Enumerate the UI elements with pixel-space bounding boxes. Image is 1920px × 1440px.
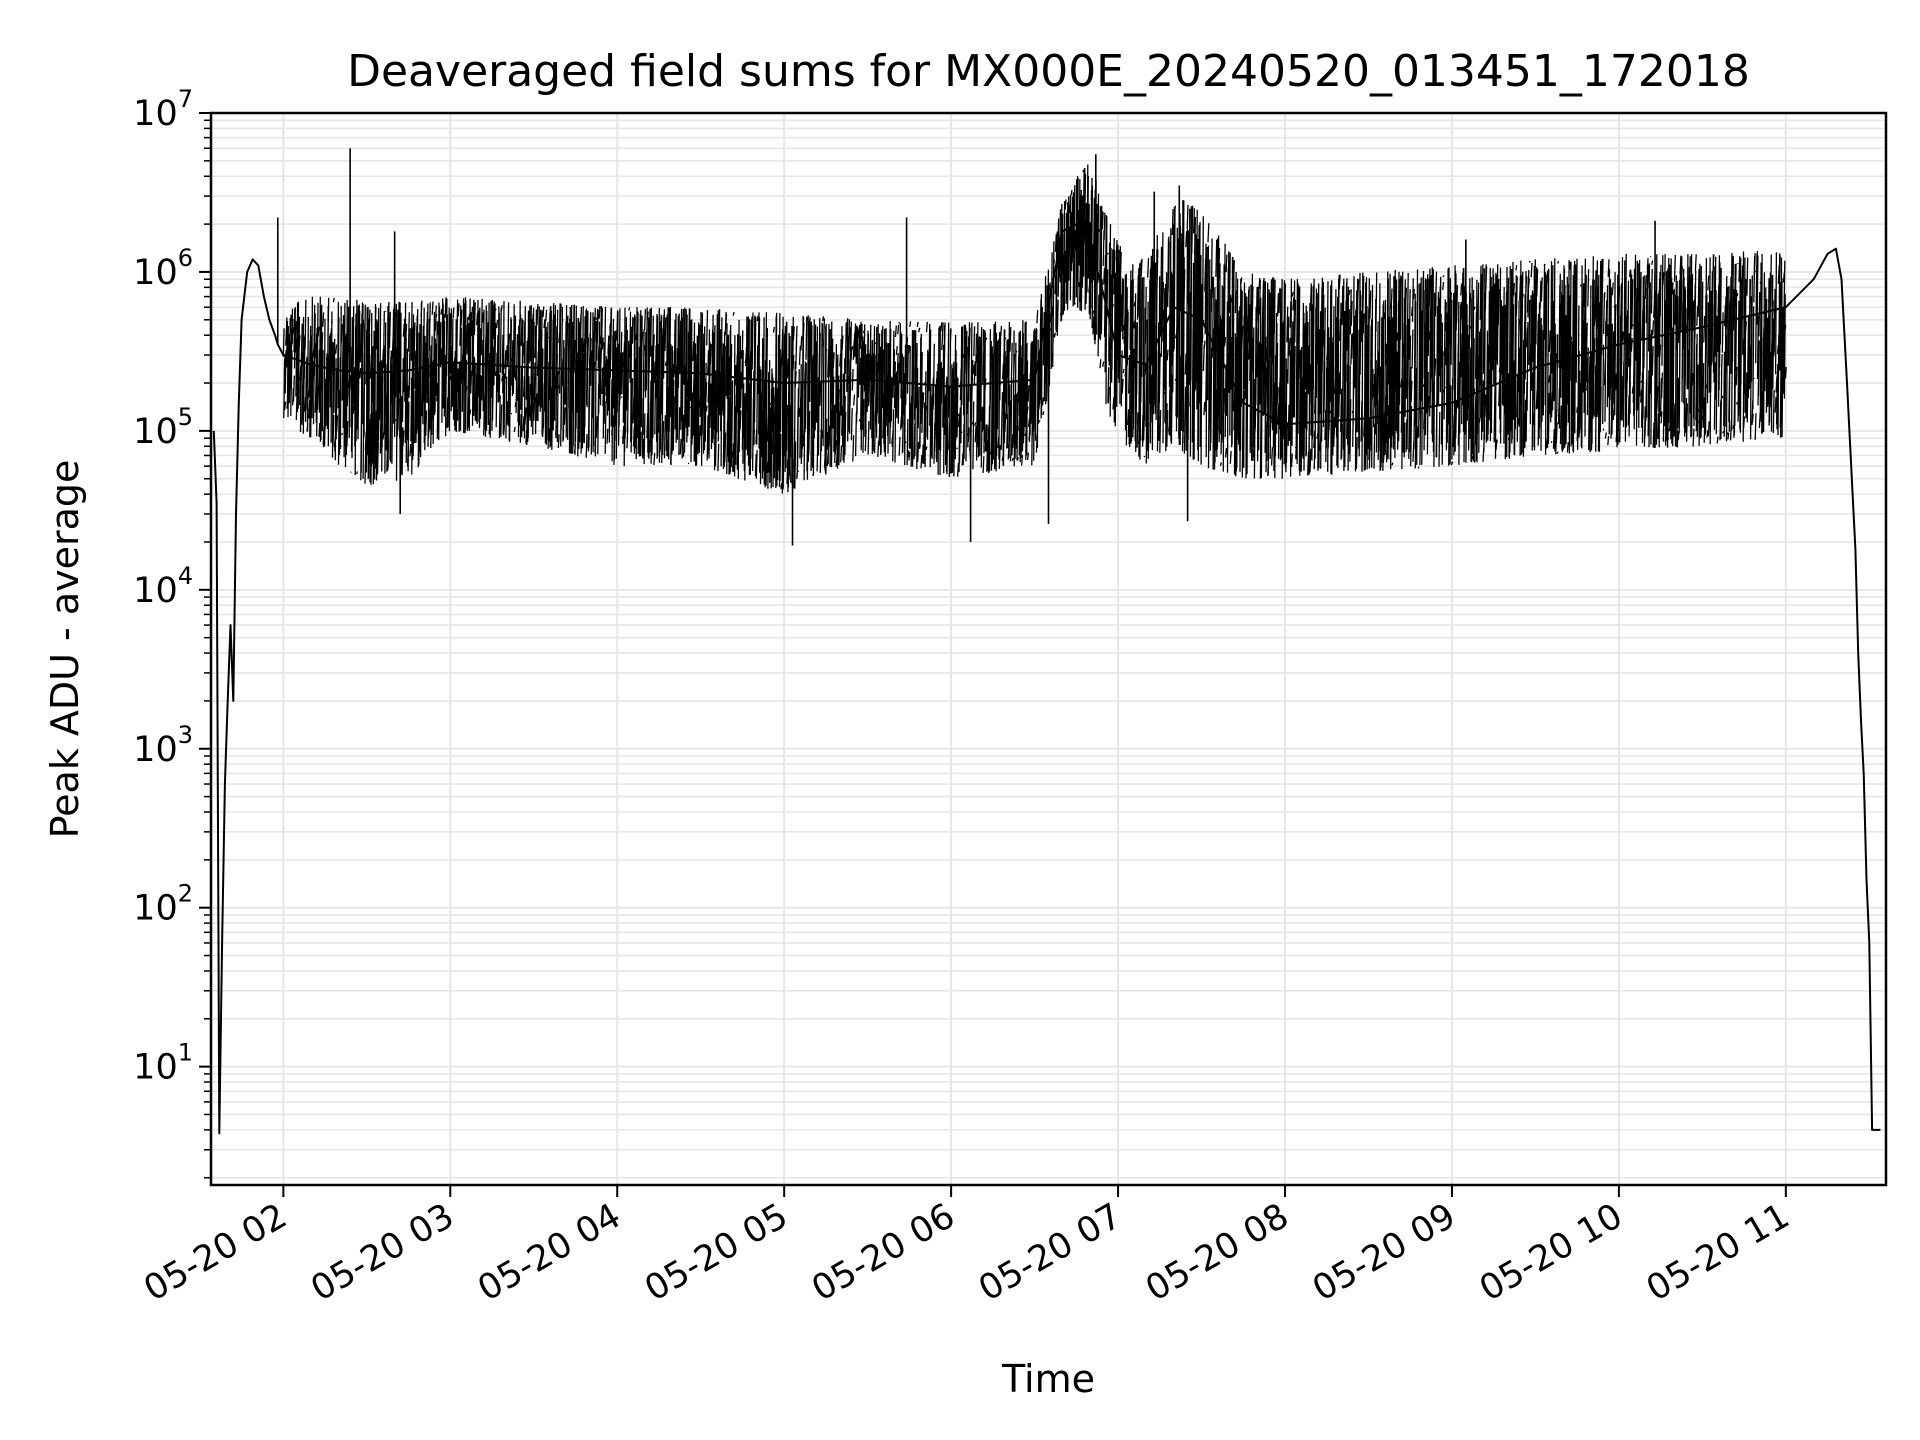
y-tick-exponent: 4 <box>178 562 193 590</box>
y-tick-base: 10 <box>133 253 178 293</box>
y-tick-exponent: 3 <box>178 721 193 749</box>
y-tick-base: 10 <box>133 889 178 929</box>
y-tick-label: 103 <box>133 721 193 770</box>
y-tick-base: 10 <box>133 412 178 452</box>
y-tick-base: 10 <box>133 1048 178 1088</box>
y-tick-exponent: 1 <box>178 1039 193 1067</box>
y-tick-label: 104 <box>133 562 193 611</box>
y-tick-exponent: 7 <box>178 85 193 113</box>
y-tick-base: 10 <box>133 94 178 134</box>
y-axis-label: Peak ADU - average <box>43 460 87 839</box>
y-tick-exponent: 2 <box>178 880 193 908</box>
y-tick-exponent: 6 <box>178 244 193 272</box>
series-noise-band <box>282 164 1787 494</box>
grid <box>211 112 1886 1185</box>
series-line <box>212 223 1881 1135</box>
y-tick-label: 107 <box>133 85 193 134</box>
y-tick-label: 105 <box>133 403 193 452</box>
y-tick-base: 10 <box>133 730 178 770</box>
y-tick-base: 10 <box>133 571 178 611</box>
y-tick-exponent: 5 <box>178 403 193 431</box>
y-tick-label: 102 <box>133 880 193 929</box>
x-axis-label: Time <box>1001 1357 1095 1401</box>
plot-frame <box>209 111 1888 1187</box>
y-tick-label: 101 <box>133 1039 193 1088</box>
plot-area <box>212 148 1881 1135</box>
chart-title: Deaveraged field sums for MX000E_2024052… <box>347 46 1750 97</box>
y-tick-label: 106 <box>133 244 193 293</box>
